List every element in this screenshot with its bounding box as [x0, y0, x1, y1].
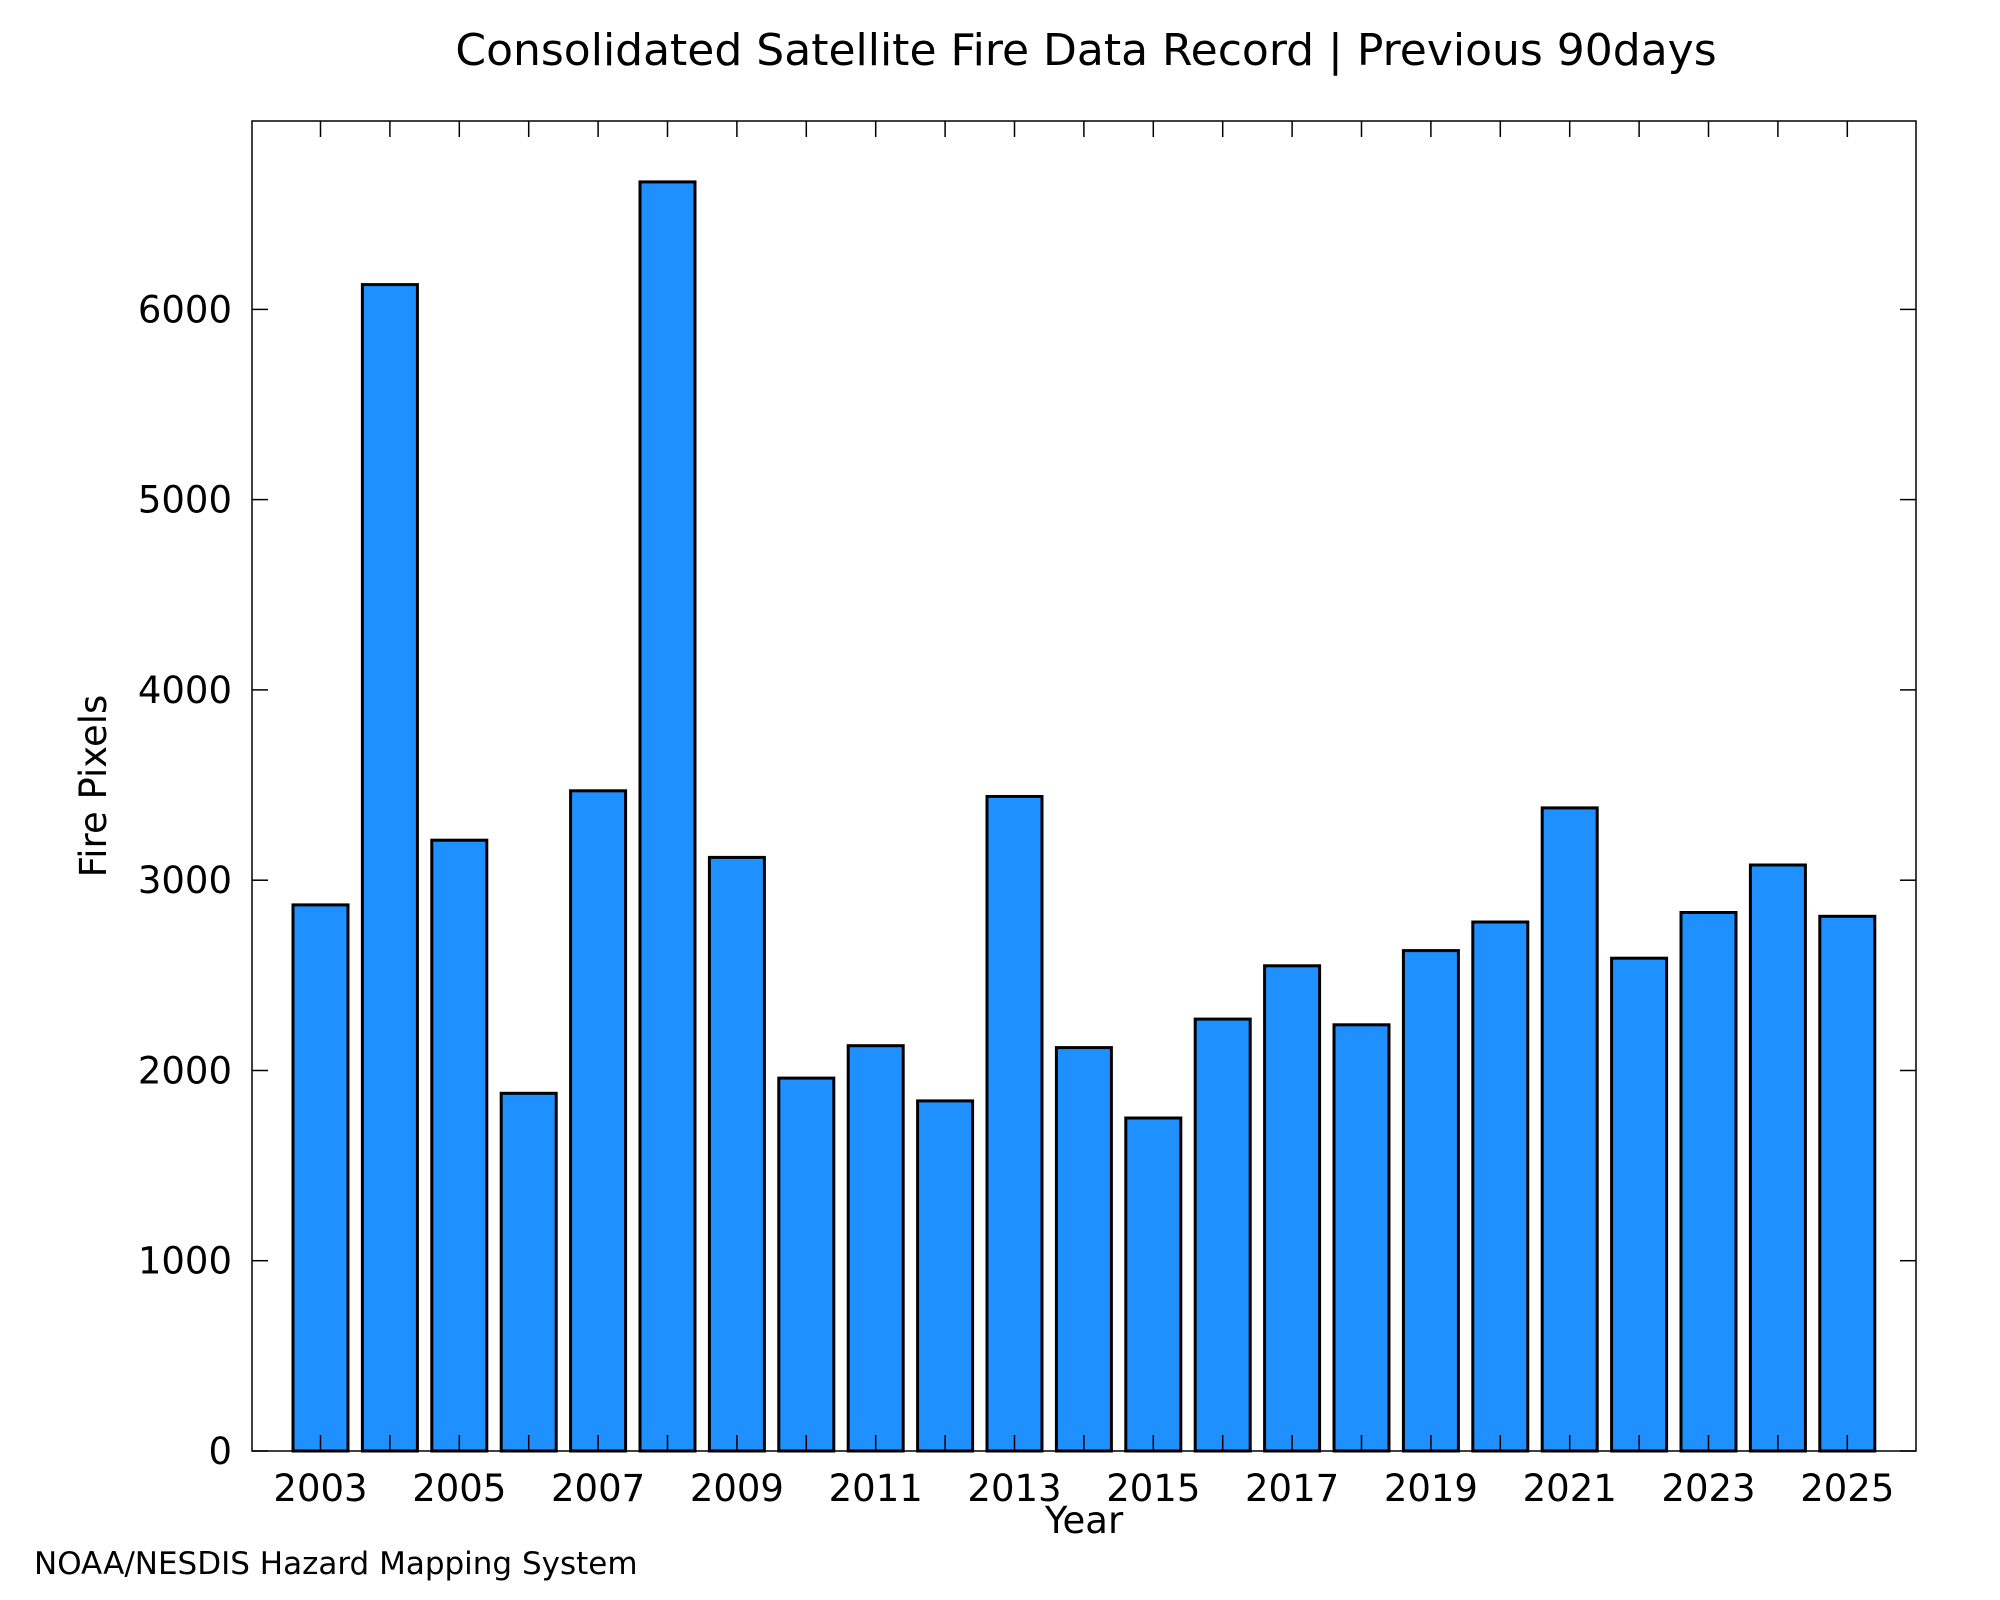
plot-frame — [251, 120, 1917, 1452]
x-tick-label-2015: 2015 — [1106, 1467, 1200, 1510]
bars-group — [291, 180, 1877, 1453]
x-tick-label-2013: 2013 — [967, 1467, 1061, 1510]
x-tick-label-2007: 2007 — [551, 1467, 645, 1510]
y-tick-label-5000: 5000 — [138, 479, 232, 522]
bar-2023 — [1679, 911, 1738, 1453]
bar-2016 — [1193, 1017, 1252, 1453]
bar-2014 — [1054, 1046, 1113, 1453]
bar-2018 — [1332, 1023, 1391, 1453]
x-tick-label-2017: 2017 — [1245, 1467, 1339, 1510]
y-tick-label-3000: 3000 — [138, 859, 232, 902]
bar-2012 — [916, 1099, 975, 1453]
x-tick-label-2021: 2021 — [1523, 1467, 1617, 1510]
y-axis-title: Fire Pixels — [72, 695, 115, 878]
x-tick-label-2023: 2023 — [1661, 1467, 1755, 1510]
x-tick-label-2009: 2009 — [690, 1467, 784, 1510]
bar-2020 — [1471, 920, 1530, 1453]
x-tick-label-2011: 2011 — [829, 1467, 923, 1510]
y-tick-label-4000: 4000 — [138, 669, 232, 712]
chart-title: Consolidated Satellite Fire Data Record … — [455, 25, 1716, 76]
bar-2006 — [499, 1091, 558, 1453]
y-tick-label-6000: 6000 — [138, 288, 232, 331]
bar-2005 — [430, 838, 489, 1453]
bar-2017 — [1263, 964, 1322, 1453]
y-tick-label-1000: 1000 — [138, 1240, 232, 1283]
x-tick-label-2025: 2025 — [1800, 1467, 1894, 1510]
x-tick-label-2003: 2003 — [273, 1467, 367, 1510]
bar-2007 — [569, 789, 628, 1453]
bar-2011 — [846, 1044, 905, 1453]
bar-2010 — [777, 1076, 836, 1453]
bar-2025 — [1818, 914, 1877, 1453]
y-axis-ticks: 0 1000 2000 3000 4000 5000 6000 — [138, 288, 1916, 1473]
bar-2024 — [1748, 863, 1807, 1453]
credit-text: NOAA/NESDIS Hazard Mapping System — [34, 1546, 638, 1582]
bar-2008 — [638, 180, 697, 1453]
bar-2021 — [1540, 806, 1599, 1453]
bar-2013 — [985, 795, 1044, 1453]
x-tick-label-2019: 2019 — [1384, 1467, 1478, 1510]
x-tick-label-2005: 2005 — [412, 1467, 506, 1510]
bar-2022 — [1610, 956, 1669, 1453]
x-axis-ticks: 2003 2005 2007 2009 2011 2013 2015 2017 2019 2021… — [273, 121, 1894, 1510]
bar-2003 — [291, 903, 350, 1453]
bar-2004 — [360, 283, 419, 1453]
bar-2015 — [1124, 1116, 1183, 1453]
x-axis-title: Year — [1044, 1499, 1124, 1542]
bar-2009 — [707, 855, 766, 1453]
y-tick-label-0: 0 — [208, 1430, 232, 1473]
bar-2019 — [1401, 949, 1460, 1453]
y-tick-label-2000: 2000 — [138, 1050, 232, 1093]
